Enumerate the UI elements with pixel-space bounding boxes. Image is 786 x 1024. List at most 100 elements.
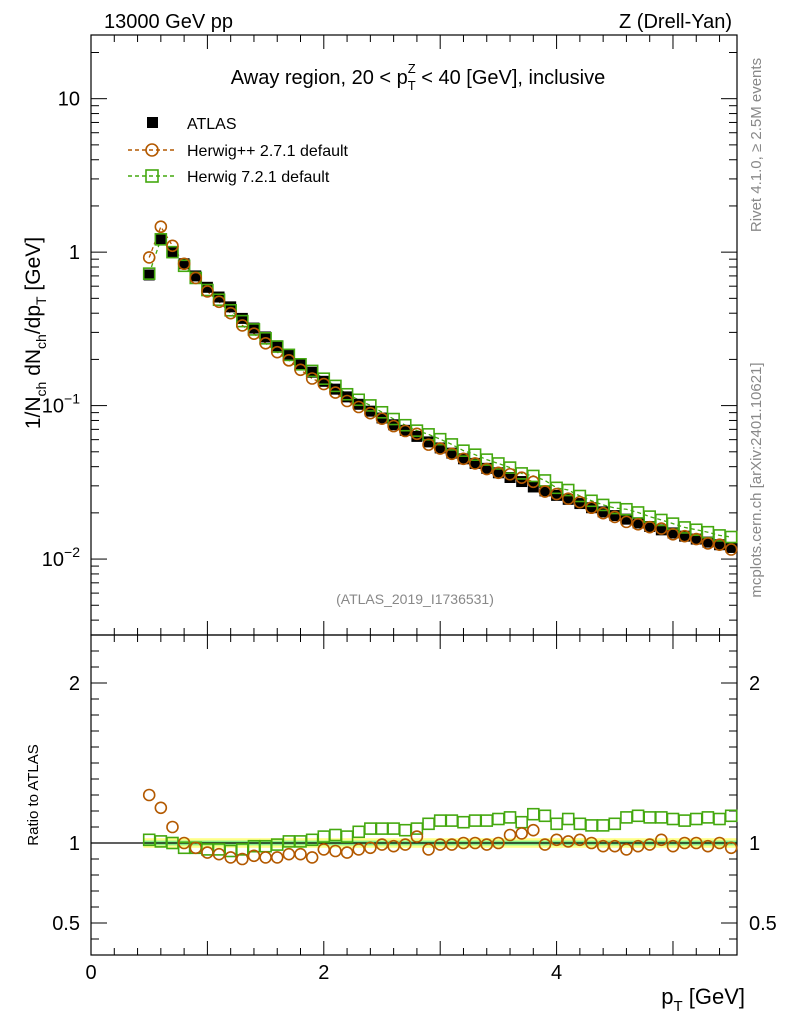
main-title: Away region, 20 < pZ T < 40 [GeV], inclus… bbox=[231, 61, 605, 93]
atlas-point bbox=[329, 383, 341, 395]
herwig7-ratio-point bbox=[724, 809, 738, 823]
data-marks bbox=[142, 220, 738, 866]
herwigpp-ratio-point bbox=[340, 846, 354, 859]
axes: 0 2 4 10 1 10−1 10−2 2 2 1 1 0.5 0.5 bbox=[42, 34, 777, 984]
herwig7-point bbox=[375, 405, 389, 419]
herwig7-ratio-point bbox=[492, 812, 505, 826]
herwigpp-ratio-point bbox=[422, 843, 435, 856]
atlas-point bbox=[236, 312, 248, 324]
herwig7-point bbox=[247, 323, 261, 336]
herwig7-ratio-point bbox=[631, 809, 645, 823]
herwigpp-ratio-point bbox=[247, 849, 261, 863]
atlas-point bbox=[562, 493, 574, 505]
atlas-point bbox=[166, 246, 178, 258]
atlas-point bbox=[423, 436, 435, 448]
y-tick-label: 10−2 bbox=[42, 544, 80, 571]
ratio-y-tick-label-right: 2 bbox=[749, 673, 760, 695]
herwig7-ratio-point bbox=[352, 825, 366, 839]
herwigpp-ratio-point bbox=[585, 836, 598, 850]
ratio-y-tick-label: 2 bbox=[69, 673, 80, 695]
herwig7-ratio-point bbox=[468, 814, 482, 827]
herwig7-point bbox=[294, 357, 307, 371]
herwigpp-ratio-point bbox=[655, 833, 668, 847]
atlas-point bbox=[318, 375, 330, 387]
herwigpp-point bbox=[631, 517, 645, 531]
x-tick-label: 2 bbox=[318, 962, 329, 984]
x-tick-label: 0 bbox=[85, 962, 96, 984]
x-tick-label: 4 bbox=[551, 962, 562, 984]
atlas-point bbox=[481, 462, 493, 474]
herwigpp-ratio-point bbox=[282, 847, 296, 861]
herwigpp-point bbox=[177, 257, 191, 271]
atlas-point bbox=[597, 506, 609, 518]
herwig7-ratio-point bbox=[655, 811, 668, 824]
herwigpp-line bbox=[148, 225, 732, 551]
herwigpp-point bbox=[666, 527, 680, 541]
atlas-point bbox=[446, 447, 458, 459]
herwigpp-ratio-point bbox=[538, 838, 552, 851]
herwigpp-ratio-point bbox=[561, 835, 575, 848]
x-axis-label: pT [GeV] bbox=[661, 984, 745, 1015]
herwigpp-ratio-point bbox=[305, 851, 319, 864]
herwigpp-ratio-point bbox=[468, 836, 482, 850]
y-axis-label-main: 1/Nch dNch/dpT [GeV] bbox=[22, 237, 49, 429]
atlas-point bbox=[551, 489, 563, 501]
herwigpp-ratio-point bbox=[620, 843, 633, 856]
legend-marker-herwig7 bbox=[145, 169, 159, 183]
herwig7-point bbox=[643, 510, 657, 523]
ratio-y-tick-label: 0.5 bbox=[52, 913, 80, 935]
herwig7-point bbox=[154, 233, 168, 246]
herwigpp-ratio-point bbox=[492, 836, 505, 850]
herwigpp-ratio-point bbox=[550, 833, 563, 847]
legend-marker-herwigpp bbox=[145, 143, 159, 157]
herwig7-ratio-point bbox=[573, 817, 587, 831]
legend-label-herwigpp: Herwig++ 2.7.1 default bbox=[187, 143, 349, 160]
herwig7-ratio-point bbox=[457, 815, 470, 829]
herwigpp-ratio-point bbox=[352, 843, 366, 856]
atlas-point bbox=[714, 539, 726, 551]
rivet-label: Rivet 4.1.0, ≥ 2.5M events bbox=[748, 58, 765, 232]
herwigpp-ratio-point bbox=[666, 839, 680, 853]
header-right: Z (Drell-Yan) bbox=[619, 11, 732, 33]
atlas-point bbox=[143, 269, 155, 281]
herwigpp-point bbox=[608, 510, 622, 524]
herwig7-point bbox=[317, 372, 331, 385]
ratio-plot-frame bbox=[90, 634, 738, 956]
herwig7-ratio-point bbox=[364, 822, 377, 835]
herwigpp-point bbox=[154, 220, 168, 234]
herwigpp-ratio-point bbox=[294, 847, 307, 861]
herwig7-point bbox=[142, 267, 156, 280]
herwig7-ratio-point bbox=[561, 812, 575, 826]
herwig7-ratio-point bbox=[585, 819, 598, 832]
herwig7-point bbox=[270, 340, 284, 353]
atlas-point bbox=[609, 510, 621, 522]
herwig7-point bbox=[259, 332, 272, 345]
atlas-point bbox=[702, 536, 714, 548]
herwigpp-point bbox=[724, 543, 738, 556]
herwigpp-ratio-point bbox=[270, 851, 284, 864]
herwigpp-ratio-point bbox=[713, 836, 726, 850]
herwigpp-ratio-point bbox=[515, 827, 528, 840]
herwigpp-point bbox=[713, 538, 726, 552]
y-tick-label: 10 bbox=[58, 89, 80, 111]
herwigpp-ratio-point bbox=[701, 839, 715, 853]
atlas-point bbox=[725, 541, 737, 553]
herwigpp-ratio-point bbox=[724, 841, 738, 855]
herwigpp-ratio-point bbox=[166, 820, 179, 834]
herwigpp-ratio-point bbox=[398, 838, 412, 851]
atlas-point bbox=[620, 513, 632, 525]
herwigpp-point bbox=[189, 271, 203, 285]
herwigpp-ratio-point bbox=[410, 830, 424, 843]
y-tick-label: 1 bbox=[69, 242, 80, 264]
herwigpp-ratio-point bbox=[364, 841, 377, 855]
herwigpp-ratio-point bbox=[480, 838, 494, 851]
herwigpp-ratio-point bbox=[259, 851, 272, 864]
atlas-point bbox=[504, 471, 516, 483]
herwig7-line bbox=[148, 238, 732, 538]
herwig7-ratio-point bbox=[515, 815, 528, 829]
herwigpp-ratio-point bbox=[631, 839, 645, 853]
atlas-point bbox=[586, 502, 598, 514]
herwig7-ratio-point bbox=[527, 807, 540, 821]
herwigpp-ratio-point bbox=[224, 851, 237, 864]
herwigpp-point bbox=[212, 295, 226, 309]
